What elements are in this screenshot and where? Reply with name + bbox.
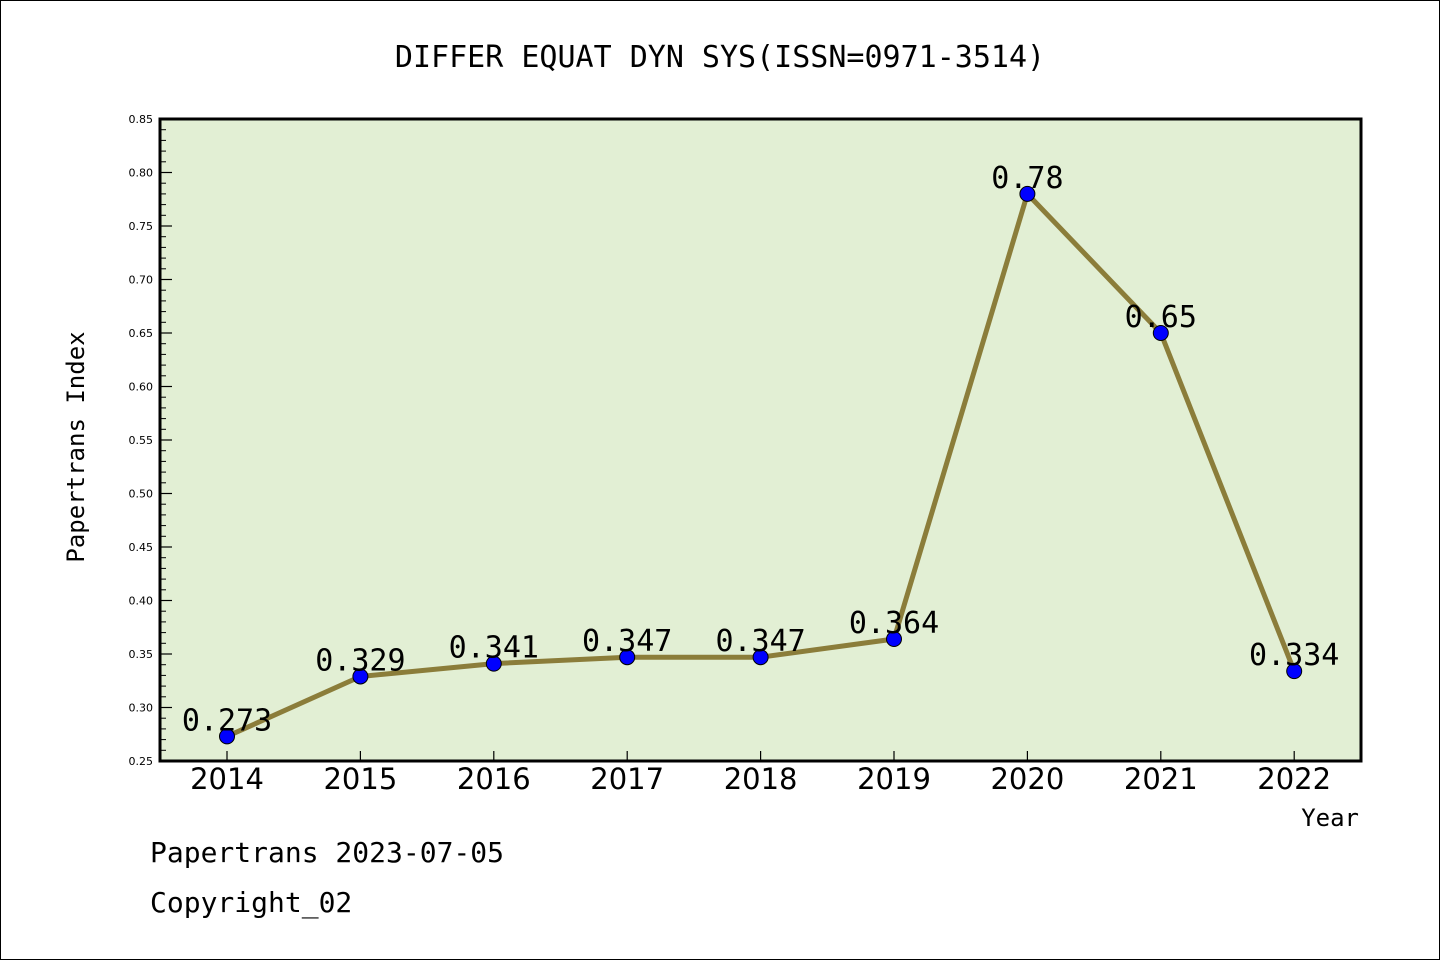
y-tick-label: 0.35 (129, 648, 154, 661)
x-tick-label: 2022 (1257, 762, 1331, 796)
y-tick-label: 0.45 (129, 541, 154, 554)
y-tick-label: 0.75 (129, 220, 154, 233)
data-point-marker (886, 631, 902, 648)
data-point-marker (219, 728, 235, 745)
x-ticks (226, 751, 1295, 761)
y-tick-label: 0.50 (129, 488, 154, 501)
x-tick-label: 2014 (190, 762, 264, 796)
y-major-ticks (160, 118, 172, 762)
y-tick-label: 0.70 (129, 274, 154, 287)
data-label: 0.334 (1249, 638, 1339, 673)
data-point-marker (752, 649, 769, 666)
data-label: 0.78 (991, 161, 1063, 196)
y-tick-label: 0.65 (129, 327, 154, 340)
y-axis-label: Papertrans Index (62, 331, 90, 562)
footer-date: Papertrans 2023-07-05 (150, 836, 505, 869)
data-point-marker (619, 649, 636, 666)
y-tick-labels: 0.25 0.30 0.35 0.40 0.45 0.50 0.55 0.60 0.65 0.70… (129, 113, 154, 768)
data-point-marker (1152, 325, 1169, 341)
y-tick-label: 0.85 (129, 113, 154, 126)
chart-title: DIFFER EQUAT DYN SYS(ISSN=0971-3514) (395, 40, 1045, 75)
y-tick-label: 0.80 (129, 167, 154, 180)
series-markers (219, 185, 1303, 745)
x-tick-label: 2017 (590, 762, 664, 796)
data-label: 0.364 (849, 606, 939, 641)
x-tick-label: 2015 (323, 762, 397, 796)
x-tick-label: 2016 (457, 762, 531, 796)
y-tick-label: 0.30 (129, 702, 154, 715)
footer-copyright: Copyright_02 (150, 886, 353, 919)
data-label: 0.273 (182, 703, 272, 738)
y-tick-label: 0.60 (129, 381, 154, 394)
y-tick-label: 0.55 (129, 434, 154, 447)
data-label: 0.65 (1125, 300, 1197, 335)
x-tick-label: 2020 (990, 762, 1064, 796)
data-label: 0.347 (715, 624, 805, 659)
data-label: 0.329 (315, 643, 405, 678)
data-point-marker (1019, 185, 1036, 202)
x-tick-label: 2018 (724, 762, 798, 796)
y-tick-label: 0.40 (129, 595, 154, 608)
x-tick-label: 2021 (1124, 762, 1198, 796)
data-point-marker (1286, 663, 1303, 680)
x-tick-labels: 2014 2015 2016 2017 2018 2019 2020 2021 2022 (190, 762, 1331, 796)
x-axis-label: Year (1301, 804, 1359, 832)
data-point-marker (352, 668, 369, 685)
x-tick-label: 2019 (857, 762, 931, 796)
data-point-marker (485, 655, 502, 672)
y-tick-label: 0.25 (129, 755, 154, 768)
data-label: 0.347 (582, 624, 672, 659)
data-labels: 0.273 0.329 0.341 0.347 0.347 0.364 0.78 0.65 0.… (182, 161, 1340, 738)
data-label: 0.341 (449, 631, 539, 666)
